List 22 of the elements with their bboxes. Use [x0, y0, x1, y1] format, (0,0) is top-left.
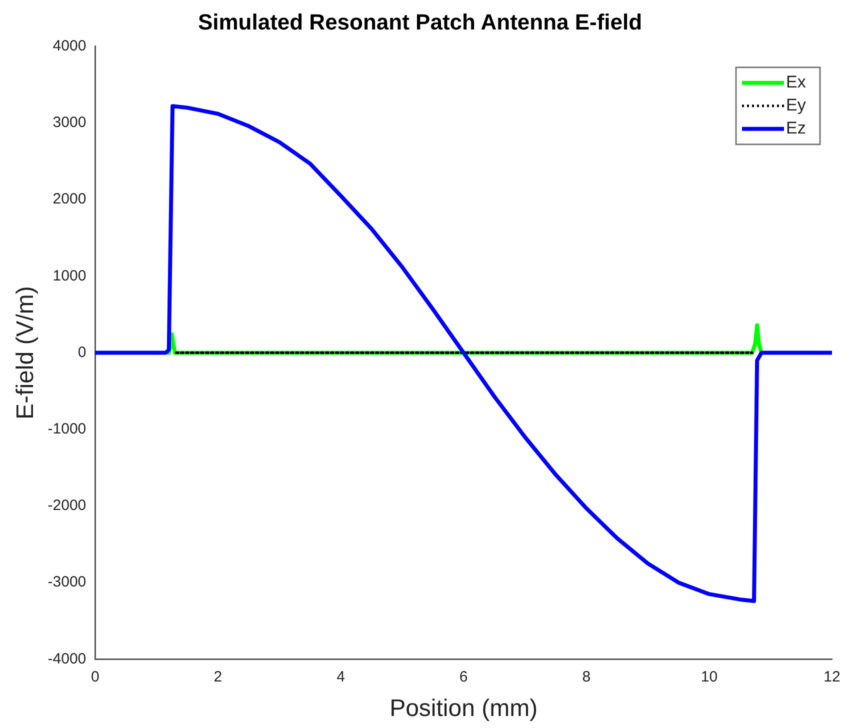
- x-tick-label: 4: [336, 668, 345, 686]
- x-tick-label: 12: [824, 668, 840, 686]
- chart-title: Simulated Resonant Patch Antenna E-field: [198, 9, 642, 34]
- y-tick-label: -4000: [48, 650, 86, 668]
- legend-label: Ey: [786, 96, 806, 115]
- x-tick-label: 8: [582, 668, 591, 686]
- y-axis-title: E-field (V/m): [12, 286, 40, 420]
- legend-label: Ez: [786, 118, 806, 138]
- y-tick-label: 1000: [52, 267, 86, 284]
- x-axis-title: Position (mm): [390, 695, 538, 722]
- y-tick-label: -2000: [48, 497, 86, 514]
- x-tick-label: 10: [700, 668, 718, 686]
- y-tick-label: 4000: [52, 38, 86, 55]
- legend-label: Ex: [786, 72, 806, 92]
- y-tick-label: 2000: [52, 190, 86, 208]
- x-tick-label: 0: [90, 668, 100, 686]
- y-tick-label: -1000: [48, 420, 86, 438]
- x-tick-label: 6: [459, 668, 468, 686]
- y-tick-label: 0: [78, 344, 86, 361]
- x-tick-label: 2: [214, 668, 222, 686]
- y-tick-label: 3000: [52, 114, 86, 132]
- y-tick-label: -3000: [48, 574, 86, 591]
